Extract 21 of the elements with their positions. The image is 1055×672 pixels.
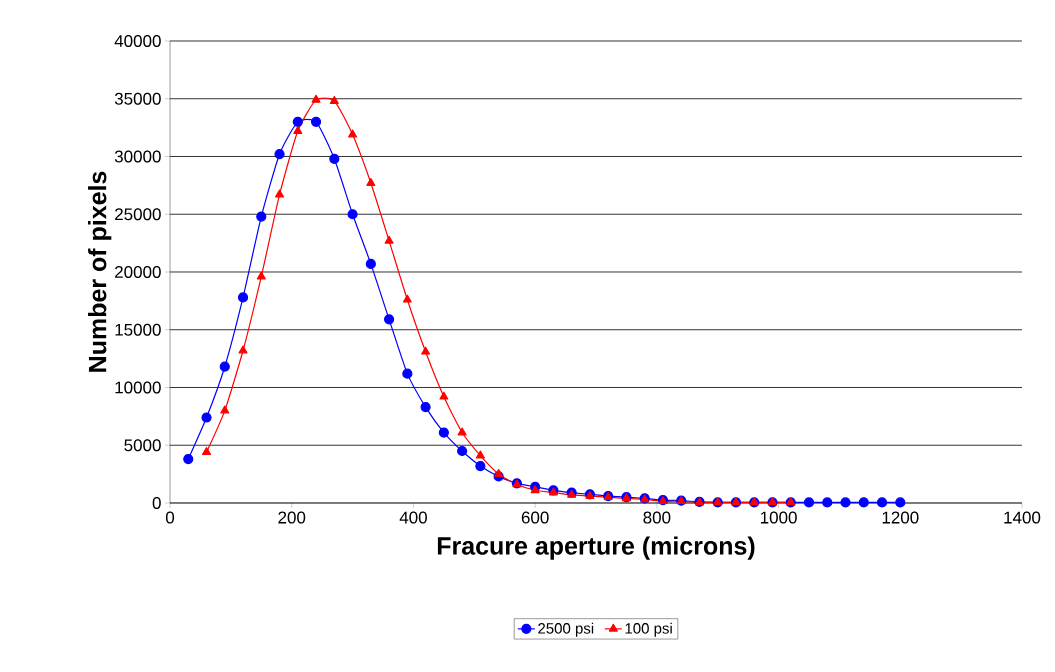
y-tick-label: 40000 [114,34,161,48]
y-tick-label: 35000 [114,92,161,105]
x-tick-label: 800 [643,511,671,524]
y-tick-label: 0 [152,496,161,510]
y-tick-label: 10000 [115,381,161,394]
y-tick-label: 25000 [115,208,161,221]
y-tick-label: 20000 [115,265,161,279]
x-tick-label: 200 [278,511,306,524]
x-tick-label: 0 [165,511,175,524]
legend-label: 100 psi [625,622,672,637]
x-axis-title: Fracure aperture (microns) [437,536,755,560]
x-tick-label: 1200 [882,511,919,524]
y-axis-title: Number of pixels [88,171,112,372]
y-tick-label: 5000 [124,439,161,452]
x-tick-label: 400 [399,511,427,524]
legend-label: 2500 psi [538,622,594,637]
x-tick-label: 1000 [760,511,797,524]
y-tick-label: 30000 [114,150,161,163]
x-tick-label: 600 [521,511,549,524]
y-tick-label: 15000 [115,323,161,336]
x-tick-label: 1400 [1004,511,1041,524]
